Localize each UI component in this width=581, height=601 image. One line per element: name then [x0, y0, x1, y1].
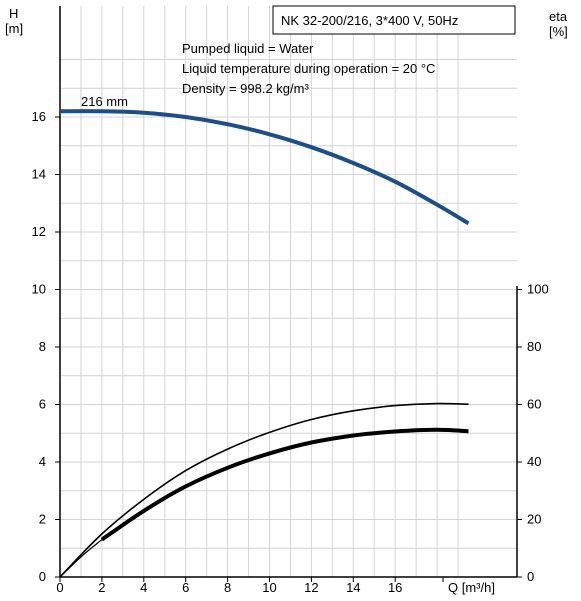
x-tick-label: 6 [182, 580, 189, 595]
y-right-tick-label: 20 [527, 512, 541, 527]
y-right-label-unit: [%] [549, 24, 568, 39]
y-left-tick-label: 6 [39, 397, 46, 412]
x-tick-label: 4 [140, 580, 147, 595]
y-left-tick-label: 4 [39, 454, 46, 469]
y-left-label-symbol: H [9, 6, 18, 21]
y-left-tick-label: 14 [32, 167, 46, 182]
x-tick-label: 12 [304, 580, 318, 595]
tick-labels: 0 2 4 6 8 10 12 14 16 0 2 4 6 8 10 12 14 16 0 20 40 60 80 100 [32, 109, 549, 595]
y-right-tick-label: 80 [527, 339, 541, 354]
y-left-tick-label: 2 [39, 512, 46, 527]
x-tick-label: 16 [388, 580, 402, 595]
x-tick-label: 8 [224, 580, 231, 595]
y-right-tick-label: 60 [527, 397, 541, 412]
note-liquid: Pumped liquid = Water [182, 41, 314, 56]
y-left-label-unit: [m] [5, 21, 23, 36]
y-right-tick-label: 40 [527, 454, 541, 469]
y-right-tick-label: 0 [527, 569, 534, 584]
y-left-tick-label: 8 [39, 339, 46, 354]
curves [59, 109, 470, 578]
y-left-tick-label: 10 [32, 282, 46, 297]
title-box [272, 5, 516, 35]
series-label-216mm: 216 mm [81, 94, 128, 109]
x-axis-label: Q [m³/h] [448, 580, 495, 595]
axes [59, 6, 518, 582]
series-curve-1 [100, 427, 469, 542]
x-tick-label: 10 [262, 580, 276, 595]
y-right-label-symbol: eta [549, 9, 568, 24]
x-tick-label: 14 [346, 580, 360, 595]
series-curve-2 [59, 402, 469, 578]
series-curve-0 [59, 109, 470, 226]
grid-lines [60, 6, 517, 577]
y-left-tick-label: 16 [32, 109, 46, 124]
chart-title: NK 32-200/216, 3*400 V, 50Hz [281, 13, 458, 28]
y-left-tick-label: 0 [39, 569, 46, 584]
note-temperature: Liquid temperature during operation = 20… [182, 61, 435, 76]
y-right-tick-label: 100 [527, 282, 549, 297]
x-tick-label: 2 [98, 580, 105, 595]
note-density: Density = 998.2 kg/m³ [182, 81, 309, 96]
y-left-tick-label: 12 [32, 224, 46, 239]
x-tick-label: 0 [56, 580, 63, 595]
